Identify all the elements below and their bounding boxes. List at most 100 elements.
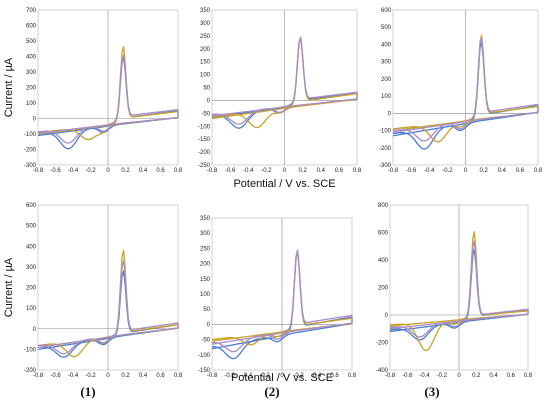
y-tick-label: 500 [381, 25, 392, 31]
y-tick-label: -50 [201, 111, 210, 117]
x-tick-label: -0.6 [50, 168, 61, 174]
y-tick-label: 200 [26, 286, 37, 292]
x-tick-label: 0.8 [534, 168, 543, 174]
y-tick-label: 500 [26, 39, 37, 45]
y-tick-label: 400 [381, 42, 392, 48]
x-tick-label: 0.8 [348, 373, 357, 379]
x-tick-label: 0 [106, 168, 110, 174]
x-tick-label: 0 [106, 373, 110, 379]
x-tick-label: 0.4 [139, 373, 148, 379]
y-tick-label: -150 [198, 368, 211, 374]
x-axis-label: Potential / V vs. SCE [233, 178, 335, 190]
y-tick-label: -100 [379, 129, 392, 135]
x-tick-label: 0.8 [174, 168, 183, 174]
y-tick-label: -50 [201, 338, 210, 344]
y-tick-label: -250 [198, 163, 211, 169]
x-tick-label: 0.8 [353, 168, 362, 174]
y-tick-label: 400 [26, 55, 37, 61]
y-tick-label: -100 [198, 124, 211, 130]
x-tick-label: -0.4 [419, 373, 430, 379]
y-tick-label: 0 [207, 98, 211, 104]
y-tick-label: 0 [388, 111, 392, 117]
x-tick-label: -0.4 [68, 168, 79, 174]
x-tick-label: -0.8 [207, 168, 218, 174]
y-tick-label: 400 [378, 258, 389, 264]
panel-bottom-middle: -0.8 -0.6 -0.4 -0.2 0 0.2 0.4 0.6 0.8 -150 -100 -50… [198, 216, 357, 384]
cv-series-line-3 [211, 36, 358, 125]
y-tick-label: 300 [26, 70, 37, 76]
x-tick-label: -0.4 [242, 373, 253, 379]
x-tick-label: -0.2 [259, 373, 270, 379]
x-tick-label: -0.6 [50, 373, 61, 379]
x-tick-label: 0.2 [479, 168, 488, 174]
x-tick-label: -0.4 [68, 373, 79, 379]
y-tick-label: -200 [24, 368, 37, 374]
x-tick-label: 0.4 [313, 373, 322, 379]
x-tick-label: 0.6 [335, 168, 344, 174]
y-tick-label: 350 [200, 216, 211, 222]
cv-series-line-3 [37, 54, 179, 144]
y-tick-label: 200 [200, 47, 211, 53]
y-tick-label: -100 [198, 353, 211, 359]
y-tick-label: 150 [200, 60, 211, 66]
y-tick-label: 0 [33, 327, 37, 333]
y-tick-label: 200 [378, 286, 389, 292]
y-tick-label: 500 [26, 224, 37, 230]
y-tick-label: 0 [33, 117, 37, 123]
y-axis-label: Current / µA [3, 57, 15, 117]
y-tick-label: -150 [198, 137, 211, 143]
x-tick-label: -0.6 [224, 373, 235, 379]
panel-bottom-right: -0.8 -0.6 -0.4 -0.2 0 0.2 0.4 0.6 0.8 -400 -200 0 20… [376, 203, 533, 379]
y-tick-label: 100 [381, 94, 392, 100]
y-axis-label: Current / µA [3, 257, 15, 317]
x-tick-label: 0.2 [295, 373, 304, 379]
x-tick-label: 0.2 [472, 373, 481, 379]
panel-top-right: -0.8 -0.6 -0.4 -0.2 0 0.2 0.4 0.6 0.8 -300 -200 -10… [379, 8, 543, 174]
y-tick-label: 200 [26, 86, 37, 92]
y-tick-label: 600 [381, 8, 392, 14]
x-tick-label: -0.2 [442, 168, 453, 174]
x-tick-label: 0.8 [174, 373, 183, 379]
y-tick-label: 300 [200, 231, 211, 237]
y-tick-label: 700 [26, 8, 37, 14]
x-axis-label: Potential / V vs. SCE [231, 372, 333, 384]
y-tick-label: 200 [200, 262, 211, 268]
y-tick-label: 100 [26, 101, 37, 107]
y-tick-label: 600 [26, 24, 37, 30]
x-tick-label: -0.8 [33, 373, 44, 379]
column-label-1: (1) [80, 384, 95, 399]
x-tick-label: 0.6 [507, 373, 516, 379]
y-tick-label: -200 [379, 146, 392, 152]
x-tick-label: 0.4 [489, 373, 498, 379]
x-tick-label: 0.8 [524, 373, 533, 379]
y-tick-label: 0 [207, 322, 211, 328]
y-tick-label: 300 [381, 60, 392, 66]
x-tick-label: -0.2 [261, 168, 272, 174]
y-tick-label: 400 [26, 244, 37, 250]
panel-top-middle: -0.8 -0.6 -0.4 -0.2 0 0.2 0.4 0.6 0.8 -250 -200 -15… [198, 8, 362, 190]
y-tick-label: 350 [200, 8, 211, 14]
x-tick-label: -0.6 [406, 168, 417, 174]
y-tick-label: 150 [200, 277, 211, 283]
x-tick-label: 0.2 [121, 373, 130, 379]
cv-series-line-3 [37, 260, 179, 355]
x-tick-label: -0.8 [33, 168, 44, 174]
y-tick-label: -100 [24, 132, 37, 138]
y-tick-label: -100 [24, 347, 37, 353]
y-tick-label: 100 [200, 292, 211, 298]
cv-series-line-3 [392, 37, 539, 142]
y-tick-label: 200 [381, 77, 392, 83]
y-tick-label: -200 [376, 341, 389, 347]
x-tick-label: 0 [457, 373, 461, 379]
x-tick-label: 0.4 [139, 168, 148, 174]
x-tick-label: 0.2 [298, 168, 307, 174]
x-tick-label: 0.2 [121, 168, 130, 174]
y-tick-label: -300 [379, 163, 392, 169]
y-tick-label: -400 [376, 368, 389, 374]
x-tick-label: -0.8 [207, 373, 218, 379]
column-label-3: (3) [424, 384, 439, 399]
x-tick-label: 0.4 [317, 168, 326, 174]
y-tick-label: 300 [26, 265, 37, 271]
y-tick-label: -300 [24, 163, 37, 169]
